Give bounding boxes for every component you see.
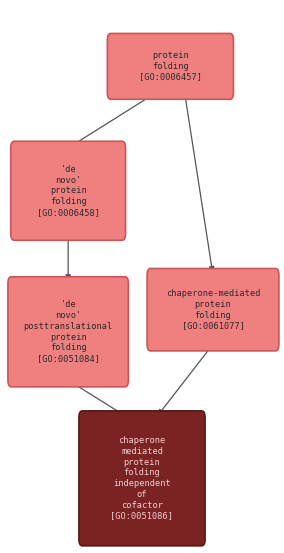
FancyBboxPatch shape <box>8 277 128 387</box>
FancyBboxPatch shape <box>79 411 205 546</box>
FancyBboxPatch shape <box>107 33 233 100</box>
FancyBboxPatch shape <box>11 142 126 240</box>
Text: protein
folding
[GO:0006457]: protein folding [GO:0006457] <box>139 51 202 82</box>
Text: chaperone-mediated
protein
folding
[GO:0061077]: chaperone-mediated protein folding [GO:0… <box>166 289 260 330</box>
Text: 'de
novo'
protein
folding
[GO:0006458]: 'de novo' protein folding [GO:0006458] <box>37 165 100 217</box>
Text: chaperone
mediated
protein
folding
independent
of
cofactor
[GO:0051086]: chaperone mediated protein folding indep… <box>110 436 174 520</box>
Text: 'de
novo'
posttranslational
protein
folding
[GO:0051084]: 'de novo' posttranslational protein fold… <box>24 300 113 363</box>
FancyBboxPatch shape <box>147 269 279 351</box>
